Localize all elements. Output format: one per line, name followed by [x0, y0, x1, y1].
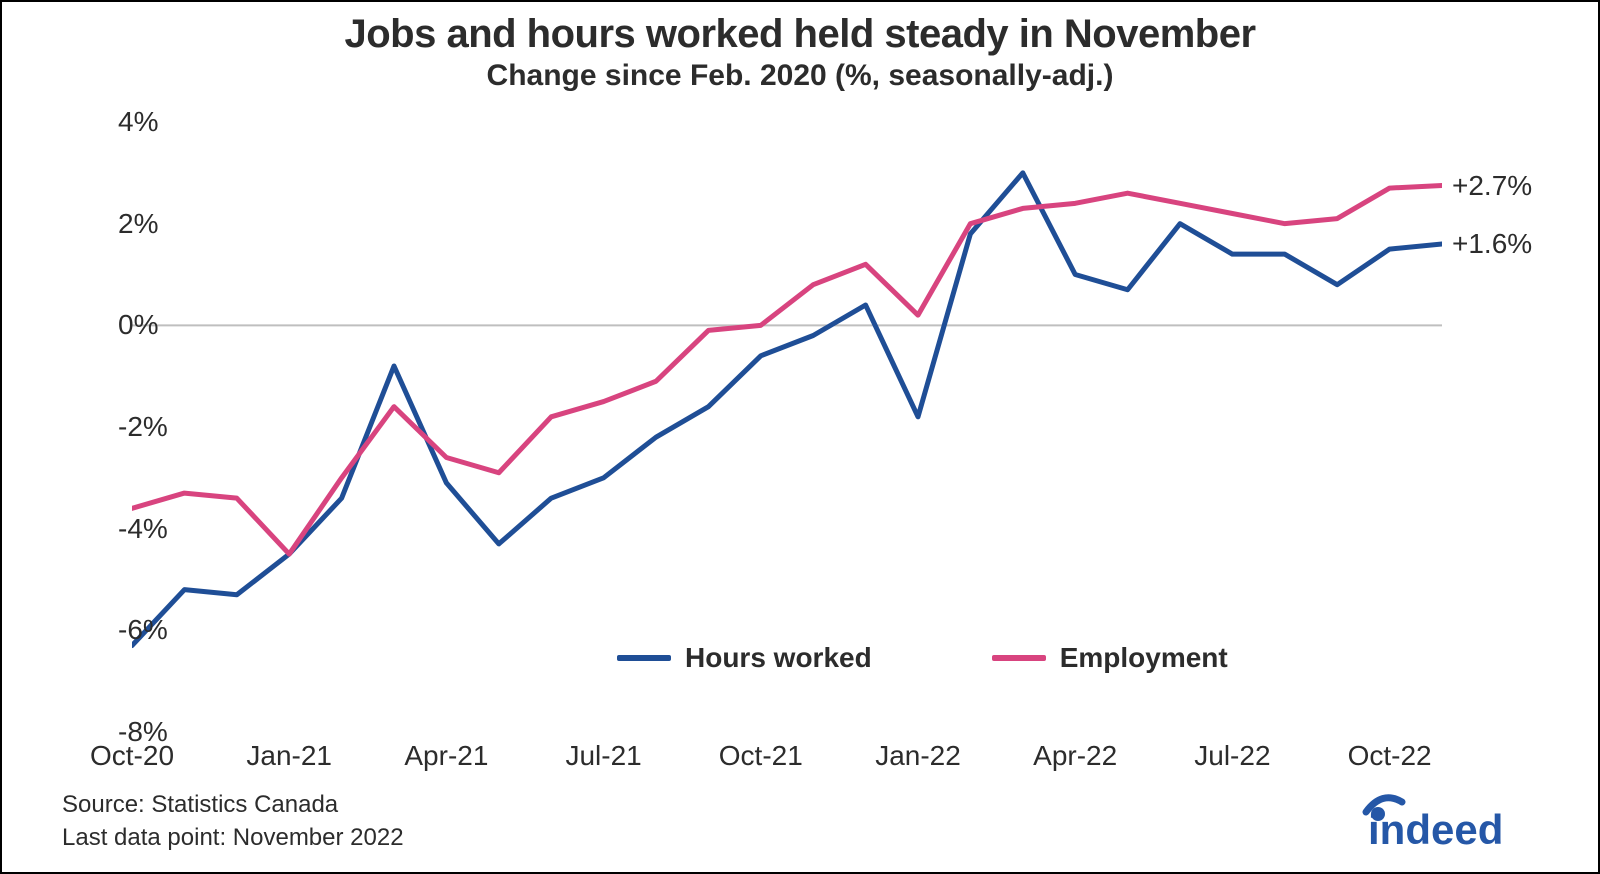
legend-item-employment: Employment [992, 642, 1228, 674]
y-tick-label: 0% [118, 309, 132, 341]
chart-title: Jobs and hours worked held steady in Nov… [2, 12, 1598, 57]
legend-swatch-employment [992, 655, 1046, 661]
logo-text: indeed [1368, 806, 1503, 852]
y-tick-label: 4% [118, 106, 132, 138]
y-tick-label: -4% [118, 513, 132, 545]
y-tick-label: -6% [118, 614, 132, 646]
x-tick-label: Apr-21 [404, 732, 488, 772]
title-block: Jobs and hours worked held steady in Nov… [2, 12, 1598, 93]
legend-item-hours: Hours worked [617, 642, 872, 674]
x-tick-label: Jan-22 [875, 732, 961, 772]
x-tick-label: Apr-22 [1033, 732, 1117, 772]
x-tick-label: Jul-22 [1194, 732, 1270, 772]
chart-subtitle: Change since Feb. 2020 (%, seasonally-ad… [2, 59, 1598, 93]
x-tick-label: Oct-21 [719, 732, 803, 772]
end-label-hours: +1.6% [1442, 228, 1532, 260]
line-hours-worked [132, 173, 1442, 646]
legend-swatch-hours [617, 655, 671, 661]
footer-lastpoint: Last data point: November 2022 [62, 822, 404, 854]
line-employment [132, 186, 1442, 555]
footer-source: Source: Statistics Canada [62, 789, 404, 821]
chart-footer: Source: Statistics Canada Last data poin… [62, 789, 404, 854]
legend-label-hours: Hours worked [685, 642, 872, 674]
x-tick-label: Jan-21 [246, 732, 332, 772]
chart-frame: Jobs and hours worked held steady in Nov… [0, 0, 1600, 874]
x-tick-label: Jul-21 [565, 732, 641, 772]
legend: Hours worked Employment [617, 642, 1228, 674]
legend-label-employment: Employment [1060, 642, 1228, 674]
plot-svg [132, 122, 1442, 732]
indeed-logo: indeed [1360, 788, 1560, 852]
x-tick-label: Oct-20 [90, 732, 174, 772]
plot-area: -8%-6%-4%-2%0%2%4%Oct-20Jan-21Apr-21Jul-… [132, 122, 1442, 732]
y-tick-label: 2% [118, 208, 132, 240]
x-tick-label: Oct-22 [1348, 732, 1432, 772]
y-tick-label: -2% [118, 411, 132, 443]
end-label-employment: +2.7% [1442, 170, 1532, 202]
